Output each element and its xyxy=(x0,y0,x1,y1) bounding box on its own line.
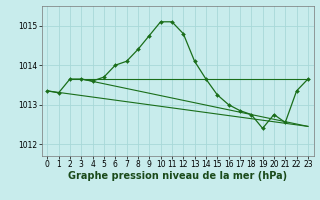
X-axis label: Graphe pression niveau de la mer (hPa): Graphe pression niveau de la mer (hPa) xyxy=(68,171,287,181)
